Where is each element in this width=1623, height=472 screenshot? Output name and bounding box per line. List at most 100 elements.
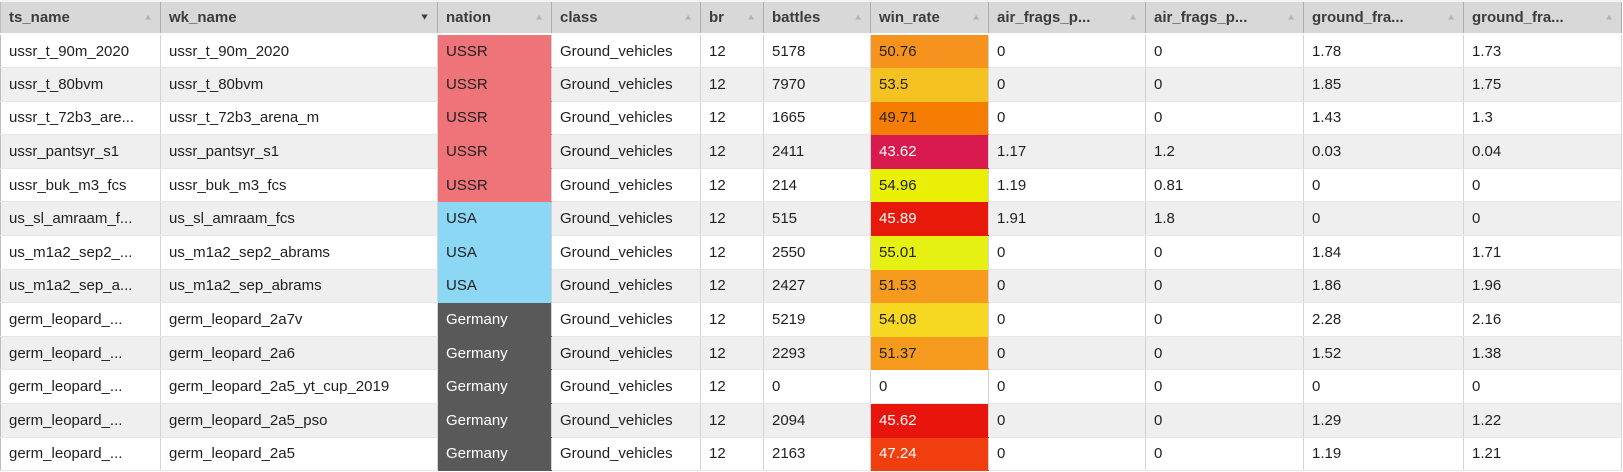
cell-wk_name[interactable]: ussr_pantsyr_s1 — [160, 134, 438, 169]
cell-ground_fra_1[interactable]: 0 — [1303, 201, 1464, 237]
cell-battles[interactable]: 515 — [763, 201, 871, 237]
cell-ground_fra_2[interactable]: 1.21 — [1463, 437, 1622, 472]
cell-battles[interactable]: 2293 — [763, 336, 871, 371]
cell-ground_fra_2[interactable]: 1.73 — [1463, 34, 1622, 69]
cell-br[interactable]: 12 — [700, 403, 764, 438]
cell-nation[interactable]: Germany — [437, 403, 552, 438]
cell-ts_name[interactable]: germ_leopard_... — [0, 437, 161, 472]
cell-ts_name[interactable]: germ_leopard_... — [0, 302, 161, 337]
cell-air_frags_p_1[interactable]: 1.17 — [988, 134, 1146, 169]
cell-air_frags_p_2[interactable]: 1.8 — [1145, 201, 1304, 237]
cell-battles[interactable]: 2427 — [763, 269, 871, 304]
cell-ground_fra_1[interactable]: 1.78 — [1303, 34, 1464, 69]
cell-air_frags_p_1[interactable]: 0 — [988, 403, 1146, 438]
cell-nation[interactable]: Germany — [437, 369, 552, 405]
cell-ts_name[interactable]: ussr_t_72b3_are... — [0, 101, 161, 136]
cell-battles[interactable]: 2094 — [763, 403, 871, 438]
cell-wk_name[interactable]: germ_leopard_2a5_pso — [160, 403, 438, 438]
cell-br[interactable]: 12 — [700, 134, 764, 169]
cell-ground_fra_1[interactable]: 0 — [1303, 369, 1464, 405]
cell-br[interactable]: 12 — [700, 336, 764, 371]
cell-br[interactable]: 12 — [700, 269, 764, 304]
cell-win_rate[interactable]: 0 — [870, 369, 989, 405]
cell-ground_fra_2[interactable]: 0 — [1463, 201, 1622, 237]
cell-br[interactable]: 12 — [700, 101, 764, 136]
cell-air_frags_p_1[interactable]: 0 — [988, 437, 1146, 472]
cell-ts_name[interactable]: ussr_t_80bvm — [0, 67, 161, 102]
cell-battles[interactable]: 2411 — [763, 134, 871, 169]
cell-ts_name[interactable]: ussr_buk_m3_fcs — [0, 168, 161, 203]
cell-ts_name[interactable]: germ_leopard_... — [0, 403, 161, 438]
cell-air_frags_p_1[interactable]: 0 — [988, 336, 1146, 371]
cell-battles[interactable]: 2163 — [763, 437, 871, 472]
cell-win_rate[interactable]: 43.62 — [870, 134, 989, 169]
cell-air_frags_p_2[interactable]: 0 — [1145, 437, 1304, 472]
cell-win_rate[interactable]: 55.01 — [870, 235, 989, 270]
cell-air_frags_p_2[interactable]: 0 — [1145, 67, 1304, 102]
cell-battles[interactable]: 7970 — [763, 67, 871, 102]
column-header-ground_fra_1[interactable]: ground_fra... ▲ — [1303, 1, 1464, 35]
cell-wk_name[interactable]: us_sl_amraam_fcs — [160, 201, 438, 237]
column-header-nation[interactable]: nation ▲ — [437, 1, 552, 35]
cell-air_frags_p_2[interactable]: 0 — [1145, 336, 1304, 371]
cell-nation[interactable]: USSR — [437, 134, 552, 169]
cell-air_frags_p_1[interactable]: 1.19 — [988, 168, 1146, 203]
cell-ground_fra_1[interactable]: 0 — [1303, 168, 1464, 203]
cell-ground_fra_2[interactable]: 1.38 — [1463, 336, 1622, 371]
cell-air_frags_p_2[interactable]: 0 — [1145, 235, 1304, 270]
cell-win_rate[interactable]: 51.53 — [870, 269, 989, 304]
cell-win_rate[interactable]: 51.37 — [870, 336, 989, 371]
cell-ground_fra_1[interactable]: 1.52 — [1303, 336, 1464, 371]
cell-class[interactable]: Ground_vehicles — [551, 302, 701, 337]
cell-ground_fra_2[interactable]: 1.75 — [1463, 67, 1622, 102]
cell-wk_name[interactable]: germ_leopard_2a6 — [160, 336, 438, 371]
column-header-air_frags_p_1[interactable]: air_frags_p... ▲ — [988, 1, 1146, 35]
cell-wk_name[interactable]: us_m1a2_sep_abrams — [160, 269, 438, 304]
cell-ts_name[interactable]: us_m1a2_sep2_... — [0, 235, 161, 270]
cell-class[interactable]: Ground_vehicles — [551, 134, 701, 169]
cell-ts_name[interactable]: ussr_pantsyr_s1 — [0, 134, 161, 169]
cell-air_frags_p_1[interactable]: 0 — [988, 101, 1146, 136]
cell-ground_fra_2[interactable]: 0.04 — [1463, 134, 1622, 169]
cell-win_rate[interactable]: 49.71 — [870, 101, 989, 136]
cell-wk_name[interactable]: ussr_buk_m3_fcs — [160, 168, 438, 203]
cell-ground_fra_1[interactable]: 1.43 — [1303, 101, 1464, 136]
cell-nation[interactable]: USSR — [437, 168, 552, 203]
cell-br[interactable]: 12 — [700, 235, 764, 270]
cell-nation[interactable]: Germany — [437, 437, 552, 472]
cell-win_rate[interactable]: 45.89 — [870, 201, 989, 237]
cell-ground_fra_1[interactable]: 1.86 — [1303, 269, 1464, 304]
cell-br[interactable]: 12 — [700, 302, 764, 337]
cell-win_rate[interactable]: 50.76 — [870, 34, 989, 69]
cell-win_rate[interactable]: 53.5 — [870, 67, 989, 102]
cell-win_rate[interactable]: 54.08 — [870, 302, 989, 337]
cell-win_rate[interactable]: 45.62 — [870, 403, 989, 438]
cell-class[interactable]: Ground_vehicles — [551, 403, 701, 438]
cell-wk_name[interactable]: ussr_t_72b3_arena_m — [160, 101, 438, 136]
cell-class[interactable]: Ground_vehicles — [551, 235, 701, 270]
cell-nation[interactable]: USSR — [437, 67, 552, 102]
cell-battles[interactable]: 2550 — [763, 235, 871, 270]
cell-air_frags_p_2[interactable]: 0 — [1145, 101, 1304, 136]
cell-air_frags_p_2[interactable]: 0 — [1145, 302, 1304, 337]
cell-air_frags_p_2[interactable]: 0 — [1145, 369, 1304, 405]
cell-ts_name[interactable]: ussr_t_90m_2020 — [0, 34, 161, 69]
cell-nation[interactable]: USA — [437, 235, 552, 270]
cell-air_frags_p_2[interactable]: 0 — [1145, 34, 1304, 69]
cell-ground_fra_1[interactable]: 1.84 — [1303, 235, 1464, 270]
cell-nation[interactable]: USSR — [437, 101, 552, 136]
cell-wk_name[interactable]: ussr_t_80bvm — [160, 67, 438, 102]
column-header-br[interactable]: br ▲ — [700, 1, 764, 35]
cell-ground_fra_2[interactable]: 1.71 — [1463, 235, 1622, 270]
cell-ground_fra_2[interactable]: 1.96 — [1463, 269, 1622, 304]
cell-class[interactable]: Ground_vehicles — [551, 201, 701, 237]
cell-wk_name[interactable]: germ_leopard_2a7v — [160, 302, 438, 337]
cell-nation[interactable]: USA — [437, 201, 552, 237]
cell-class[interactable]: Ground_vehicles — [551, 369, 701, 405]
cell-class[interactable]: Ground_vehicles — [551, 336, 701, 371]
cell-ground_fra_1[interactable]: 2.28 — [1303, 302, 1464, 337]
cell-class[interactable]: Ground_vehicles — [551, 168, 701, 203]
cell-wk_name[interactable]: ussr_t_90m_2020 — [160, 34, 438, 69]
column-header-class[interactable]: class ▲ — [551, 1, 701, 35]
cell-ground_fra_2[interactable]: 0 — [1463, 168, 1622, 203]
